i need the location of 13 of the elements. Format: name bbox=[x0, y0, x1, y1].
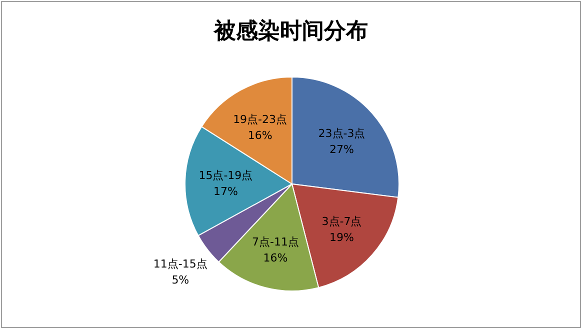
data-label: 16% bbox=[263, 251, 288, 264]
slice-label: 23点-3点 bbox=[318, 127, 366, 140]
slice-label: 11点-15点 bbox=[153, 258, 208, 271]
slice-label: 19点-23点 bbox=[233, 112, 288, 126]
data-label: 5% bbox=[172, 274, 190, 287]
data-label: 27% bbox=[330, 143, 354, 156]
data-label: 17% bbox=[213, 184, 238, 198]
slice-label: 7点-11点 bbox=[252, 235, 299, 248]
data-label: 19% bbox=[330, 230, 354, 244]
slice-label: 15点-19点 bbox=[198, 168, 253, 182]
chart-title: 被感染时间分布 bbox=[213, 18, 368, 44]
slice-label: 3点-7点 bbox=[322, 214, 362, 228]
data-label: 16% bbox=[248, 128, 272, 142]
